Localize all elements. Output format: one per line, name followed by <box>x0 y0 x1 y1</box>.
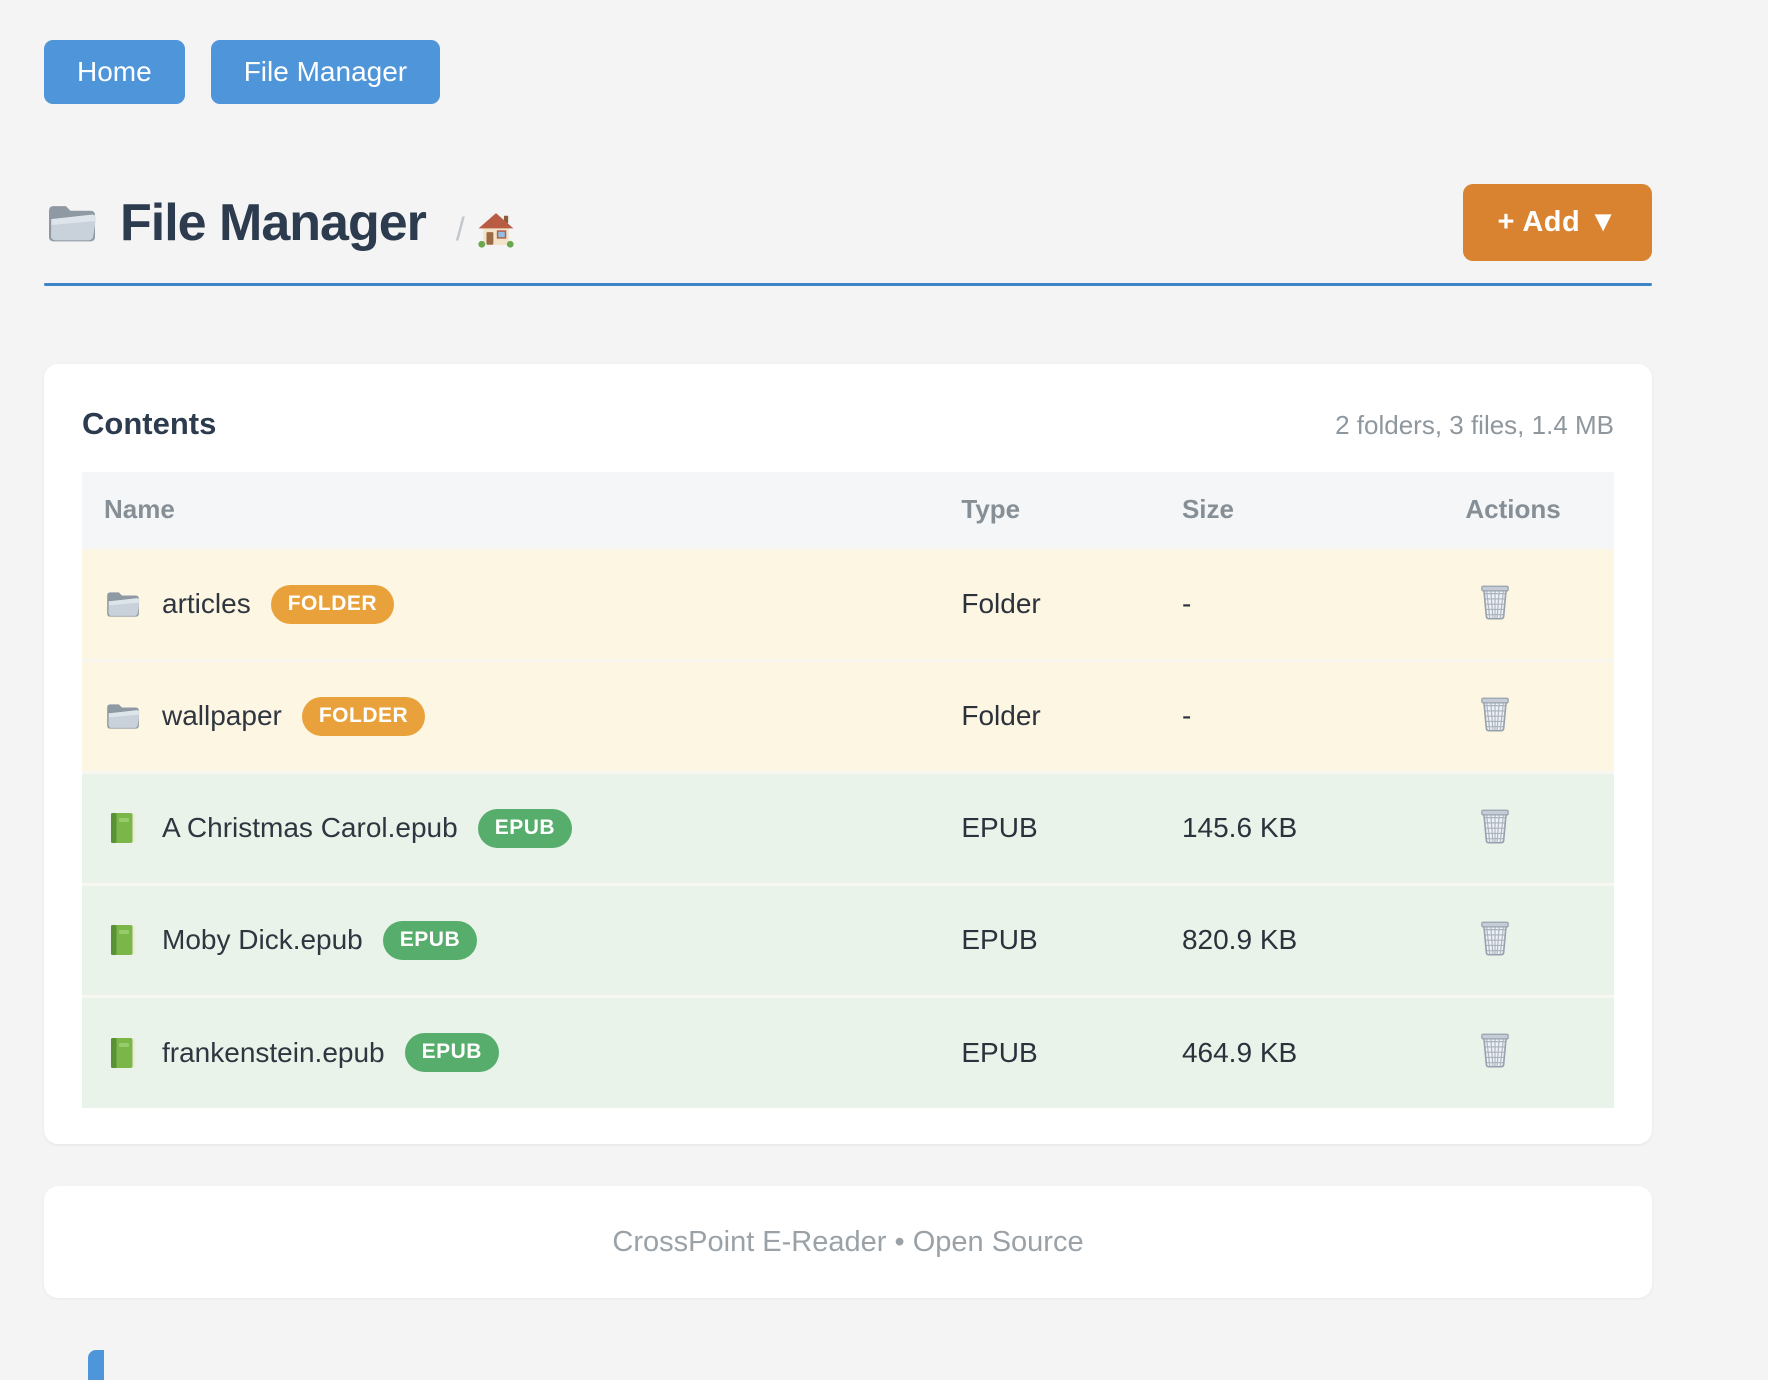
type-cell: EPUB <box>961 994 1182 1108</box>
type-badge: FOLDER <box>301 696 426 736</box>
contents-card-header: Contents 2 folders, 3 files, 1.4 MB <box>82 406 1614 442</box>
book-icon <box>104 1036 142 1070</box>
footer-text: CrossPoint E-Reader • Open Source <box>612 1225 1084 1258</box>
trash-icon <box>1477 581 1513 621</box>
type-badge: EPUB <box>477 808 573 848</box>
table-row: wallpaper FOLDER Folder - <box>82 658 1614 772</box>
table-row: Moby Dick.epub EPUB EPUB 820.9 KB <box>82 882 1614 996</box>
delete-button[interactable] <box>1477 581 1513 624</box>
contents-heading: Contents <box>82 406 217 441</box>
type-cell: Folder <box>961 546 1182 660</box>
delete-button[interactable] <box>1477 693 1513 736</box>
trash-icon <box>1477 1029 1513 1069</box>
table-row: frankenstein.epub EPUB EPUB 464.9 KB <box>82 994 1614 1108</box>
type-cell: EPUB <box>961 770 1182 884</box>
size-cell: - <box>1181 546 1466 660</box>
delete-button[interactable] <box>1477 805 1513 848</box>
delete-button[interactable] <box>1477 917 1513 960</box>
table-row: A Christmas Carol.epub EPUB EPUB 145.6 K… <box>82 770 1614 884</box>
folder-icon <box>44 200 100 246</box>
page-title: File Manager <box>120 193 427 252</box>
top-nav: Home File Manager <box>44 40 1652 104</box>
add-button[interactable]: + Add ▼ <box>1463 184 1652 261</box>
partially-visible-button[interactable] <box>88 1350 104 1380</box>
type-badge: FOLDER <box>270 584 395 624</box>
file-name-link[interactable]: frankenstein.epub <box>162 1036 385 1068</box>
nav-button-home[interactable]: Home <box>44 40 185 104</box>
column-header-name: Name <box>104 493 175 524</box>
page-header: File Manager / + Add ▼ <box>44 184 1652 261</box>
file-name-link[interactable]: Moby Dick.epub <box>162 924 363 955</box>
trash-icon <box>1477 693 1513 733</box>
trash-icon <box>1477 917 1513 957</box>
nav-button-file-manager[interactable]: File Manager <box>210 40 441 104</box>
book-icon <box>104 811 142 845</box>
book-icon <box>104 923 142 957</box>
header-divider <box>44 283 1652 286</box>
table-row: articles FOLDER Folder - <box>82 546 1614 660</box>
file-table: Name Type Size Actions articles FOLDER F… <box>82 472 1614 1108</box>
type-cell: EPUB <box>961 882 1182 996</box>
page: Home File Manager File Manager / + Add ▼… <box>44 40 1652 1298</box>
size-cell: 464.9 KB <box>1181 994 1466 1108</box>
breadcrumb: / <box>456 211 515 249</box>
file-table-body: articles FOLDER Folder - wallp <box>82 546 1614 1108</box>
file-name-link[interactable]: A Christmas Carol.epub <box>162 812 458 843</box>
home-icon[interactable] <box>477 211 515 249</box>
folder-icon <box>104 587 142 621</box>
file-name-link[interactable]: articles <box>162 588 251 619</box>
column-header-type: Type <box>961 493 1021 524</box>
type-badge: EPUB <box>382 920 478 960</box>
size-cell: - <box>1181 658 1466 772</box>
column-header-actions: Actions <box>1465 493 1561 524</box>
delete-button[interactable] <box>1477 1029 1513 1072</box>
size-cell: 145.6 KB <box>1181 770 1466 884</box>
trash-icon <box>1477 805 1513 845</box>
breadcrumb-separator: / <box>455 211 465 247</box>
column-header-size: Size <box>1181 493 1234 524</box>
footer: CrossPoint E-Reader • Open Source <box>44 1186 1652 1298</box>
size-cell: 820.9 KB <box>1181 882 1466 996</box>
file-name-link[interactable]: wallpaper <box>162 700 282 731</box>
contents-summary: 2 folders, 3 files, 1.4 MB <box>1335 410 1614 440</box>
type-cell: Folder <box>961 658 1182 772</box>
type-badge: EPUB <box>404 1033 499 1073</box>
table-header-row: Name Type Size Actions <box>82 472 1614 548</box>
contents-card: Contents 2 folders, 3 files, 1.4 MB Name… <box>44 364 1652 1144</box>
folder-icon <box>104 699 142 733</box>
